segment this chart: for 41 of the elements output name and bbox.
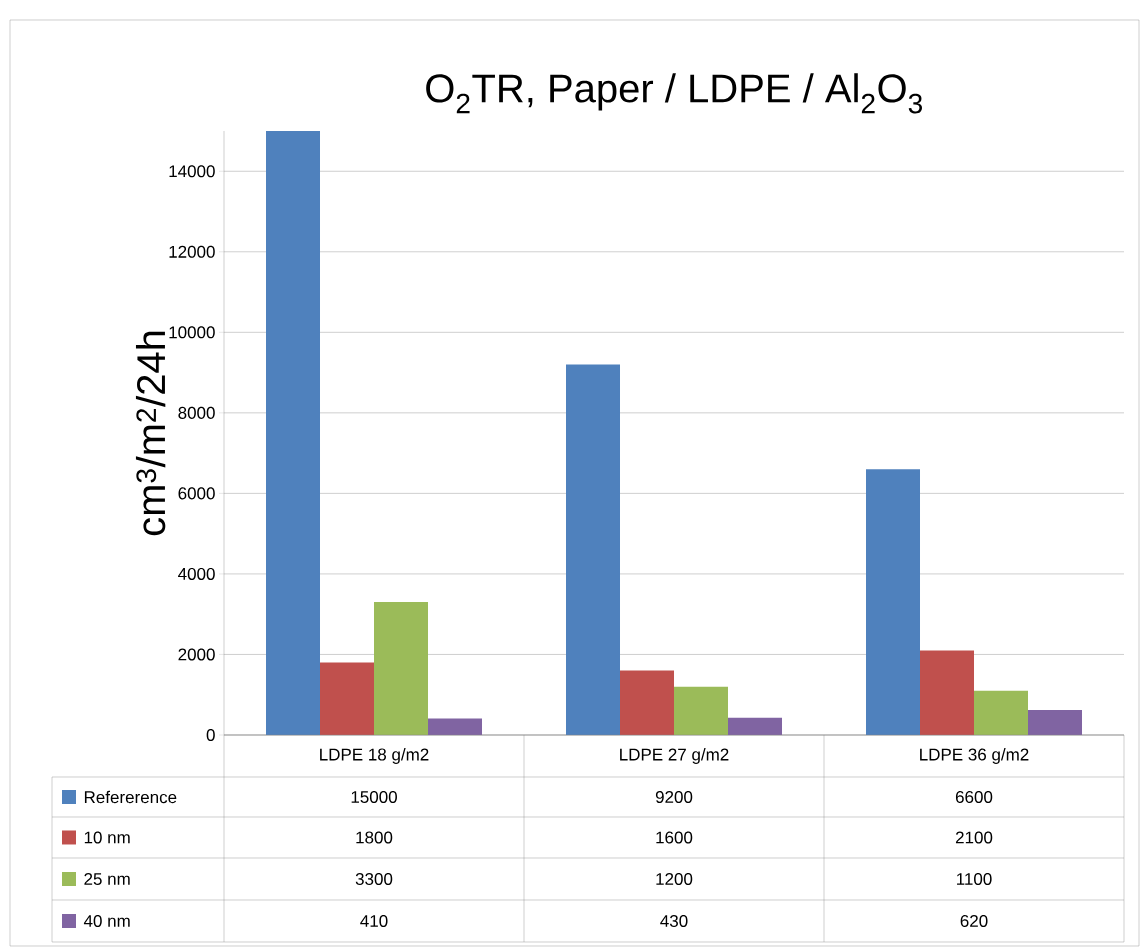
y-tick-label: 0 [206, 728, 215, 742]
y-tick-label: 10000 [169, 326, 215, 339]
data-label: 1100 [957, 872, 992, 886]
data-label: 430 [660, 914, 688, 928]
data-label: 3300 [355, 872, 393, 886]
data-label: 1600 [656, 831, 693, 844]
y-tick-label: 14000 [169, 165, 215, 178]
y-tick-label: 8000 [178, 406, 215, 419]
bar [1028, 710, 1082, 735]
legend-label: 10 nm [84, 831, 130, 844]
bar [620, 670, 675, 735]
data-label: 9200 [655, 790, 693, 804]
data-label: 6600 [955, 790, 993, 804]
bar [674, 686, 729, 735]
x-tick-label: LDPE 27 g/m2 [620, 748, 729, 764]
y-tick-label: 4000 [178, 567, 215, 580]
legend-label: 25 nm [84, 872, 130, 886]
bar [320, 662, 375, 735]
x-tick-label: LDPE 18 g/m2 [320, 748, 429, 764]
legend-label: 40 nm [83, 914, 130, 928]
data-label: 15000 [351, 790, 397, 804]
data-label: 1800 [356, 831, 393, 844]
bar [566, 364, 621, 735]
legend-label: Refererence [84, 790, 177, 804]
chart-title: O$_{2}$TR, Paper / LDPE / Al$_{2}$O$_{3}$ [426, 73, 922, 114]
bar [728, 717, 782, 735]
data-label: 410 [360, 914, 388, 928]
y-tick-label: 2000 [178, 648, 215, 661]
bar [374, 602, 429, 735]
x-tick-label: LDPE 36 g/m2 [920, 748, 1029, 764]
y-axis-title: cm$^{3}$/m$^{2}$/24h [135, 331, 166, 536]
bar [866, 469, 921, 735]
data-label: 620 [960, 914, 988, 928]
data-label: 1200 [656, 872, 693, 886]
bar [920, 650, 974, 735]
bar [974, 690, 1029, 735]
y-tick-label: 12000 [169, 245, 215, 258]
data-label: 2100 [955, 831, 993, 844]
bar [266, 130, 320, 735]
y-tick-label: 6000 [178, 487, 215, 500]
bar [428, 718, 483, 735]
